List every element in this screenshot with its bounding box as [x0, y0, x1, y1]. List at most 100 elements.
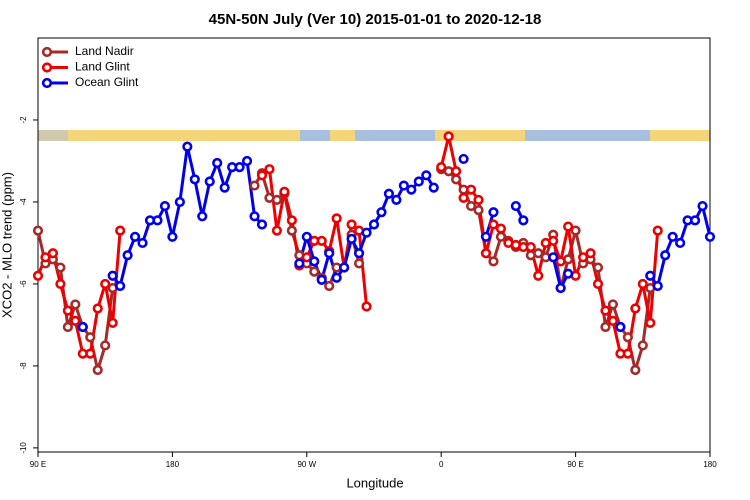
data-point	[271, 194, 283, 206]
legend-marker	[41, 62, 53, 73]
data-point	[107, 270, 118, 281]
data-point	[704, 231, 716, 242]
data-point	[286, 215, 297, 226]
data-point	[241, 155, 253, 167]
data-point	[70, 299, 81, 310]
data-point	[339, 262, 350, 273]
data-point	[660, 250, 671, 261]
data-point	[55, 278, 66, 290]
data-point	[675, 237, 686, 249]
data-point	[353, 248, 365, 259]
data-point	[518, 215, 529, 226]
data-point	[346, 233, 357, 244]
x-tick-label: 90 E	[567, 460, 583, 469]
data-point	[271, 225, 283, 236]
map-ocean	[300, 130, 330, 141]
data-point	[592, 278, 604, 290]
data-point	[234, 162, 245, 173]
data-point	[309, 256, 320, 267]
data-point	[391, 194, 402, 206]
data-point	[473, 194, 484, 206]
data-point	[309, 266, 320, 277]
map-strip	[38, 130, 710, 141]
data-point	[137, 237, 148, 249]
data-point	[383, 188, 395, 199]
data-point	[256, 219, 268, 230]
y-tick-label: -2	[19, 116, 28, 124]
x-tick-label: 90 E	[30, 460, 46, 469]
data-point	[159, 200, 171, 212]
data-point	[600, 321, 611, 333]
data-point	[204, 176, 215, 187]
data-point	[615, 321, 626, 333]
data-point	[361, 227, 372, 238]
data-point	[697, 200, 708, 212]
x-tick-label: 180	[703, 460, 717, 469]
data-point	[122, 250, 133, 261]
legend-label: Ocean Glint	[75, 75, 139, 89]
y-tick-label: -4	[19, 198, 28, 206]
data-point	[488, 219, 499, 230]
data-point	[480, 248, 492, 259]
data-point	[592, 262, 604, 273]
data-point	[55, 262, 66, 273]
y-tick-label: -10	[19, 442, 28, 454]
data-point	[548, 252, 559, 263]
data-point	[458, 192, 469, 203]
data-point	[480, 231, 492, 242]
data-point	[249, 180, 260, 191]
data-point	[465, 184, 477, 195]
legend-label: Land Glint	[75, 60, 130, 74]
data-point	[316, 274, 327, 285]
data-point	[301, 231, 312, 242]
data-point	[451, 174, 462, 185]
data-point	[189, 174, 200, 185]
data-point	[622, 332, 633, 343]
data-point	[92, 303, 103, 314]
data-point	[100, 278, 111, 290]
data-point	[212, 157, 223, 169]
data-point	[92, 364, 103, 376]
data-point	[47, 248, 59, 259]
data-point	[219, 182, 230, 193]
data-point	[585, 248, 596, 259]
data-point	[563, 221, 574, 232]
data-point	[667, 231, 678, 242]
data-point	[548, 235, 559, 247]
data-point	[443, 131, 454, 142]
data-point	[279, 186, 290, 197]
data-point	[77, 321, 88, 333]
data-point	[115, 280, 126, 292]
data-point	[555, 282, 566, 294]
data-point	[689, 215, 701, 226]
data-point	[495, 223, 507, 234]
x-tick-label: 90 W	[297, 460, 316, 469]
data-point	[331, 213, 342, 224]
data-point	[622, 348, 633, 359]
data-point	[600, 305, 611, 316]
data-point	[406, 184, 417, 195]
data-point	[645, 270, 656, 281]
chart-title: 45N-50N July (Ver 10) 2015-01-01 to 2020…	[209, 11, 542, 28]
data-point	[555, 256, 566, 267]
data-point	[637, 278, 648, 290]
data-point	[451, 166, 462, 177]
data-point	[428, 182, 439, 193]
data-point	[563, 268, 574, 279]
data-point	[107, 317, 118, 328]
data-point	[249, 211, 260, 222]
data-point	[510, 200, 521, 212]
data-point	[85, 332, 96, 343]
legend-marker	[41, 46, 53, 58]
data-point	[637, 340, 648, 351]
data-point	[353, 258, 365, 269]
data-point	[62, 305, 73, 316]
plot-frame	[37, 37, 711, 453]
map-ocean	[525, 130, 650, 141]
data-point	[398, 180, 409, 191]
data-point	[630, 303, 641, 314]
data-point	[301, 252, 312, 263]
data-point	[182, 141, 193, 152]
data-point	[40, 252, 51, 263]
x-axis-label: Longitude	[346, 475, 403, 490]
